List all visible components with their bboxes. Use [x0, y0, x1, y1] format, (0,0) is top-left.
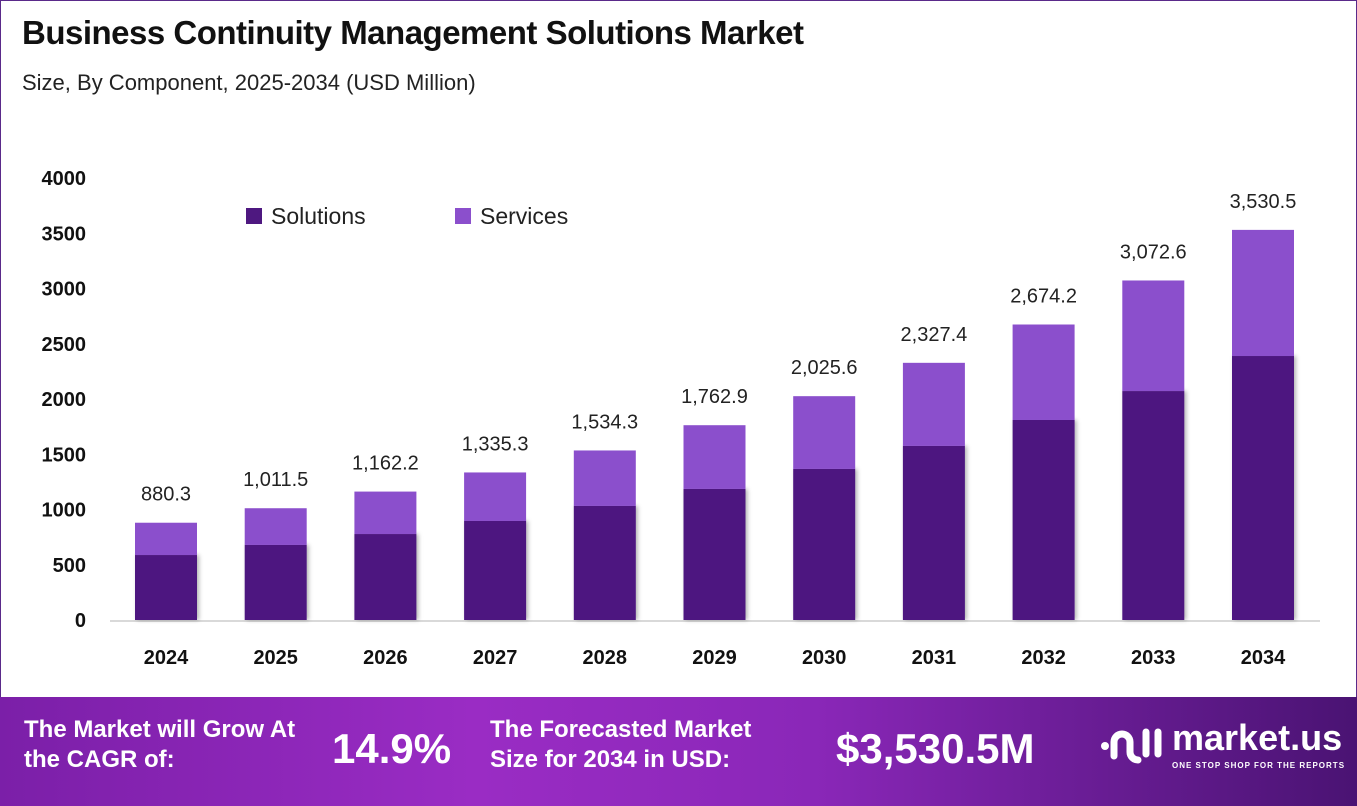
y-tick-label: 4000	[42, 168, 87, 190]
bar-solutions-2030	[793, 468, 856, 620]
total-data-label: 3,530.5	[1230, 191, 1297, 213]
total-data-label: 3,072.6	[1120, 241, 1187, 263]
bar-solutions-2028	[573, 505, 636, 620]
stacked-bar-chart: 0 500 1000 1500 2000 2500 3000 3500 4000 880.3 20…	[42, 168, 1320, 669]
bar-services-2031	[902, 362, 965, 446]
x-tick-label: 2028	[583, 647, 628, 669]
bars: 880.3 2024 1,011.5 2025 1,162.2 2026 1,335.3 20…	[135, 191, 1296, 669]
bar-solutions-2026	[354, 534, 417, 620]
x-tick-label: 2029	[692, 647, 737, 669]
logo-icon	[1101, 728, 1162, 764]
total-data-label: 2,327.4	[901, 324, 968, 346]
logo-tagline: ONE STOP SHOP FOR THE REPORTS	[1172, 761, 1346, 770]
y-axis: 0 500 1000 1500 2000 2500 3000 3500 4000	[42, 168, 87, 632]
bar-solutions-2034	[1232, 356, 1294, 620]
bar-solutions-2031	[902, 445, 965, 620]
legend-label-services: Services	[480, 203, 568, 229]
forecast-label: The Forecasted Market Size for 2034 in U…	[490, 716, 752, 773]
y-tick-label: 1000	[42, 500, 87, 522]
legend-swatch-solutions	[246, 208, 262, 224]
cagr-label: The Market will Grow At the CAGR of:	[24, 716, 296, 773]
logo-name: market.us	[1172, 717, 1343, 758]
x-tick-label: 2030	[802, 647, 847, 669]
bar-services-2028	[573, 450, 636, 506]
x-tick-label: 2025	[253, 647, 298, 669]
footer-banner: The Market will Grow At the CAGR of: 14.…	[0, 697, 1357, 806]
y-tick-label: 1500	[42, 444, 87, 466]
bar-solutions-2024	[135, 555, 197, 620]
y-tick-label: 2500	[42, 334, 87, 356]
market-us-logo: market.us ONE STOP SHOP FOR THE REPORTS	[1100, 719, 1345, 771]
bar-solutions-2025	[244, 544, 307, 620]
bar-services-2034	[1232, 229, 1294, 357]
bar-solutions-2029	[683, 488, 746, 620]
bar-services-2025	[244, 508, 307, 545]
x-tick-label: 2027	[473, 647, 518, 669]
total-data-label: 2,025.6	[791, 357, 858, 379]
x-tick-label: 2031	[912, 647, 957, 669]
bar-services-2033	[1122, 280, 1185, 392]
x-tick-label: 2026	[363, 647, 408, 669]
legend-label-solutions: Solutions	[271, 203, 366, 229]
total-data-label: 880.3	[141, 484, 191, 506]
y-tick-label: 500	[53, 555, 86, 577]
x-tick-label: 2024	[144, 647, 189, 669]
bar-solutions-2033	[1122, 391, 1185, 620]
bar-services-2029	[683, 425, 746, 489]
x-tick-label: 2032	[1021, 647, 1066, 669]
cagr-value: 14.9%	[332, 725, 452, 772]
bar-services-2024	[135, 522, 197, 556]
bar-services-2030	[793, 396, 856, 469]
y-tick-label: 3500	[42, 223, 87, 245]
legend: Solutions Services	[246, 203, 568, 229]
x-tick-label: 2034	[1241, 647, 1286, 669]
chart-title: Business Continuity Management Solutions…	[22, 14, 804, 51]
total-data-label: 1,011.5	[243, 469, 308, 491]
total-data-label: 1,162.2	[352, 453, 419, 475]
total-data-label: 2,674.2	[1010, 286, 1077, 308]
logo-text: market.us ONE STOP SHOP FOR THE REPORTS	[1172, 719, 1345, 771]
total-data-label: 1,534.3	[571, 411, 638, 433]
chart-subtitle: Size, By Component, 2025-2034 (USD Milli…	[22, 70, 476, 95]
bar-services-2027	[464, 472, 527, 521]
bar-services-2026	[354, 491, 417, 535]
forecast-value: $3,530.5M	[836, 725, 1035, 772]
x-tick-label: 2033	[1131, 647, 1176, 669]
bar-solutions-2027	[464, 520, 527, 620]
total-data-label: 1,762.9	[681, 386, 748, 408]
bar-services-2032	[1012, 324, 1075, 420]
total-data-label: 1,335.3	[462, 433, 529, 455]
bar-solutions-2032	[1012, 419, 1075, 620]
y-tick-label: 0	[75, 610, 86, 632]
y-tick-label: 2000	[42, 389, 87, 411]
y-tick-label: 3000	[42, 279, 87, 301]
legend-swatch-services	[455, 208, 471, 224]
